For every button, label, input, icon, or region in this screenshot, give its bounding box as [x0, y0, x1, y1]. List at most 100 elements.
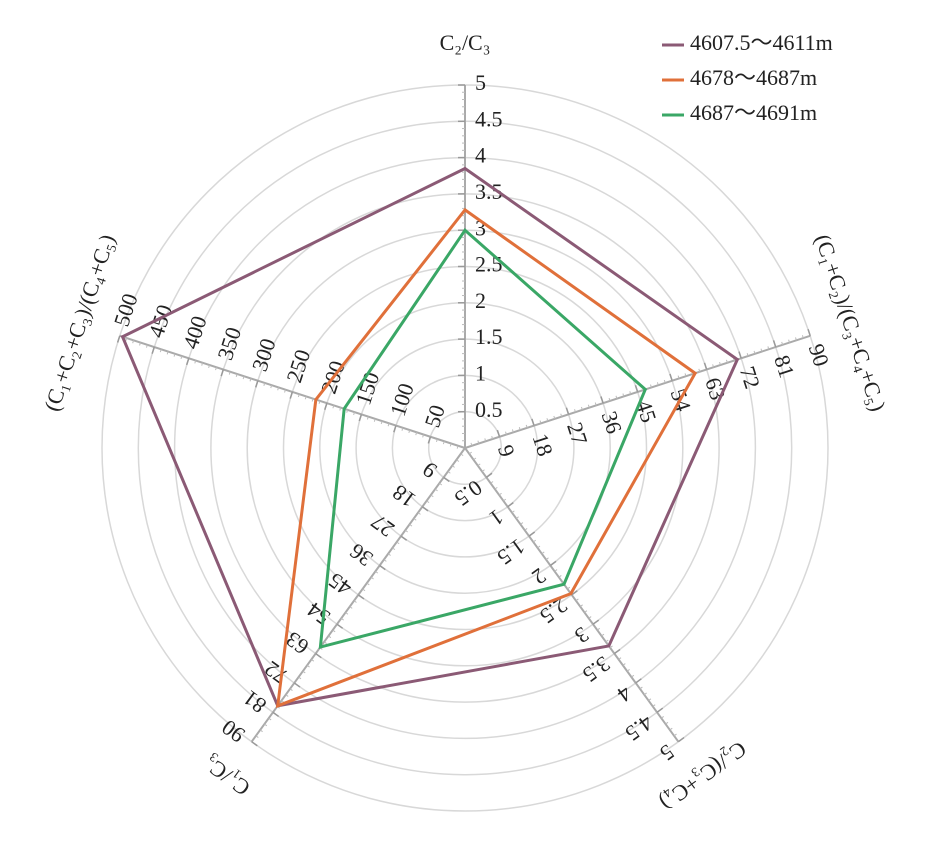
minor-tick	[353, 411, 356, 416]
minor-tick	[408, 429, 411, 434]
tick-label: 1.5	[475, 324, 503, 349]
minor-tick	[587, 404, 590, 408]
minor-tick	[596, 627, 601, 631]
minor-tick	[366, 582, 370, 586]
minor-tick	[430, 494, 434, 498]
minor-tick	[132, 340, 135, 344]
minor-tick	[426, 500, 430, 504]
minor-tick	[665, 721, 669, 725]
minor-tick	[525, 424, 528, 428]
minor-tick	[760, 348, 763, 352]
minor-tick	[579, 604, 583, 607]
minor-tick	[622, 393, 625, 397]
minor-tick	[532, 539, 536, 543]
minor-tick	[473, 457, 477, 461]
minor-tick	[159, 349, 162, 353]
minor-tick	[263, 382, 266, 386]
tick-label: 350	[212, 324, 246, 363]
tick-mark	[254, 380, 259, 388]
minor-tick	[332, 629, 336, 633]
minor-tick	[297, 394, 300, 398]
minor-tick	[449, 443, 452, 447]
tick-label: 3	[475, 215, 486, 240]
minor-tick	[270, 385, 273, 389]
minor-tick	[387, 553, 391, 556]
minor-tick	[608, 397, 611, 402]
minor-tick	[228, 371, 231, 375]
minor-tick	[484, 438, 487, 442]
minor-tick	[643, 692, 647, 696]
tick-label: 500	[109, 290, 143, 329]
minor-tick	[746, 353, 749, 357]
minor-tick	[166, 351, 169, 355]
minor-tick	[648, 698, 652, 701]
tick-mark	[549, 560, 557, 567]
tick-label: 36	[597, 408, 628, 437]
minor-tick	[375, 570, 379, 574]
minor-tick	[235, 373, 238, 377]
minor-tick	[366, 416, 369, 420]
minor-tick	[490, 481, 494, 484]
minor-tick	[639, 686, 643, 690]
tick-mark	[656, 707, 664, 713]
tick-label: 0.5	[475, 397, 503, 422]
minor-tick	[318, 400, 321, 404]
tick-label: 5	[475, 70, 486, 95]
tick-mark	[807, 328, 811, 337]
tick-mark	[427, 436, 432, 444]
minor-tick	[373, 418, 376, 422]
tick-mark	[151, 346, 156, 354]
tick-mark	[293, 682, 301, 688]
minor-tick	[781, 341, 784, 345]
minor-tick	[515, 516, 519, 519]
tick-mark	[600, 396, 604, 404]
series-line	[318, 227, 648, 650]
minor-tick	[277, 387, 280, 391]
minor-tick	[422, 434, 425, 438]
tick-label: 27	[562, 419, 593, 448]
minor-tick	[328, 635, 332, 639]
minor-tick	[456, 459, 460, 462]
minor-tick	[767, 346, 770, 350]
minor-tick	[505, 431, 507, 435]
minor-tick	[574, 409, 576, 413]
minor-tick	[387, 423, 390, 427]
minor-tick	[345, 612, 349, 615]
tick-mark	[315, 652, 322, 659]
series-line	[120, 166, 740, 708]
minor-tick	[346, 409, 349, 413]
minor-tick	[541, 551, 545, 555]
minor-tick	[362, 588, 366, 592]
minor-tick	[139, 342, 141, 346]
tick-mark	[531, 418, 535, 426]
minor-tick	[201, 362, 204, 366]
tick-mark	[289, 391, 294, 399]
minor-tick	[520, 522, 524, 525]
tick-label: 72	[735, 363, 766, 392]
legend-label: 4687～4691m	[690, 100, 817, 125]
tick-mark	[185, 358, 190, 366]
minor-tick	[669, 727, 673, 731]
minor-tick	[435, 438, 438, 443]
minor-tick	[208, 364, 211, 368]
tick-mark	[677, 736, 685, 743]
minor-tick	[584, 610, 588, 613]
tick-label: 2	[475, 288, 486, 313]
minor-tick	[567, 586, 571, 590]
minor-tick	[285, 694, 289, 697]
minor-tick	[650, 384, 652, 388]
minor-tick	[537, 545, 541, 549]
minor-tick	[524, 528, 528, 531]
minor-tick	[629, 391, 632, 395]
tick-label: 100	[385, 380, 419, 419]
minor-tick	[264, 723, 268, 727]
legend-label: 4678～4687m	[690, 65, 817, 90]
minor-tick	[304, 396, 307, 400]
axis-line	[250, 447, 466, 743]
minor-tick	[553, 415, 556, 419]
tick-mark	[324, 402, 328, 411]
minor-tick	[558, 575, 562, 578]
minor-tick	[594, 402, 597, 406]
minor-tick	[661, 716, 665, 719]
